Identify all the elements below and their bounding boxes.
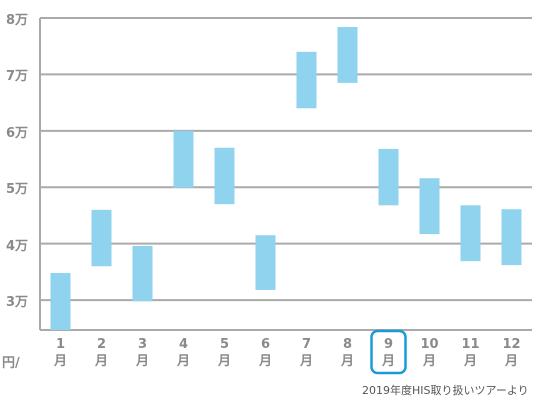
x-tick-label: 2 月 <box>94 337 108 369</box>
x-tick-label: 8 月 <box>340 337 354 369</box>
x-tick-label: 5 月 <box>217 337 231 369</box>
y-tick-label: 7万 <box>6 69 29 85</box>
y-tick-label: 4万 <box>6 238 29 254</box>
y-tick-label: 5万 <box>6 182 29 198</box>
range-bar <box>91 209 112 267</box>
range-bar <box>419 178 440 235</box>
range-bar <box>337 27 358 83</box>
x-tick-label: 3 月 <box>135 337 149 369</box>
range-bar <box>501 209 522 266</box>
x-tick-label: 6 月 <box>258 337 272 369</box>
y-tick-label: 3万 <box>6 295 29 311</box>
x-tick-label: 12 月 <box>502 337 521 369</box>
x-tick-label: 7 月 <box>299 337 313 369</box>
range-bar <box>50 273 71 330</box>
range-bar <box>173 130 194 188</box>
range-bar <box>255 235 276 290</box>
x-tick-label: 1 月 <box>53 337 67 369</box>
range-bar <box>214 147 235 205</box>
y-tick-label: 6万 <box>6 125 29 141</box>
x-tick-label: 4 月 <box>176 337 190 369</box>
source-note: 2019年度HIS取り扱いツアーより <box>362 384 529 397</box>
y-tick-label: 8万 <box>6 13 29 28</box>
unit-label: 円/ <box>2 356 20 371</box>
range-bar <box>132 245 153 302</box>
range-bar <box>296 51 317 109</box>
highlight-box <box>370 329 407 375</box>
x-tick-label: 9 月 <box>381 337 395 369</box>
range-bar <box>378 148 399 206</box>
x-tick-label: 10 月 <box>420 337 439 369</box>
x-tick-label: 11 月 <box>461 337 480 369</box>
range-bar <box>460 205 481 262</box>
